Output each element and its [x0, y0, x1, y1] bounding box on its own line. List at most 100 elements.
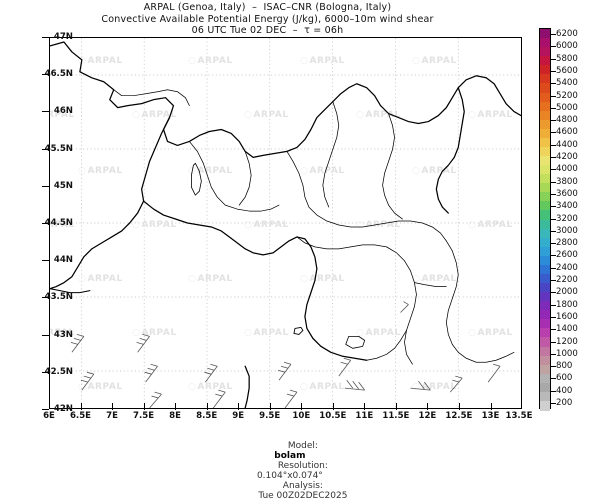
title-parameter: Convective Available Potential Energy (J… — [101, 13, 434, 25]
colorbar-tick-label: 1200 — [556, 336, 578, 347]
watermark: ARPAL — [356, 110, 401, 120]
colorbar-tick-mark — [551, 193, 556, 195]
watermark: ARPAL — [188, 166, 233, 176]
colorbar-tick-mark — [551, 353, 556, 355]
analysis-label: Analysis: — [282, 481, 323, 491]
colorbar-tick-label: 2400 — [556, 262, 578, 273]
colorbar-segment — [540, 273, 550, 284]
colorbar-segment — [540, 301, 550, 311]
colorbar[interactable] — [539, 28, 551, 411]
colorbar-segment — [540, 219, 550, 230]
wind-barb — [284, 389, 298, 408]
x-tick-label: 9.5E — [259, 411, 281, 421]
x-tick-label: 7E — [106, 411, 119, 421]
colorbar-segment — [540, 382, 550, 393]
colorbar-segment — [540, 400, 550, 411]
colorbar-segment — [540, 174, 550, 184]
colorbar-tick-mark — [551, 144, 556, 146]
watermark: ARPAL — [78, 382, 123, 392]
watermark: ARPAL — [78, 274, 123, 284]
y-tick-label: 46.5N — [44, 69, 73, 80]
wind-barb — [449, 375, 463, 393]
watermark: ARPAL — [78, 56, 123, 66]
colorbar-segment — [540, 228, 550, 239]
wind-barb — [410, 380, 431, 391]
wind-barb — [400, 301, 409, 313]
wind-barb — [212, 389, 226, 408]
colorbar-tick-label: 6200 — [556, 29, 578, 39]
colorbar-tick-mark — [551, 70, 556, 72]
colorbar-segment — [540, 47, 550, 57]
colorbar-segment — [540, 346, 550, 357]
colorbar-tick-mark — [551, 329, 556, 331]
colorbar-segment — [540, 110, 550, 121]
y-tick-label: 45N — [53, 180, 73, 191]
x-tick-label: 13E — [481, 411, 500, 421]
colorbar-tick-label: 1800 — [556, 299, 578, 310]
colorbar-segment — [540, 192, 550, 202]
model-label: Model: — [287, 441, 318, 451]
colorbar-tick-label: 4200 — [556, 152, 578, 162]
title-validtime: 06 UTC Tue 02 DEC – τ = 06h — [191, 25, 344, 36]
colorbar-tick-mark — [551, 390, 556, 392]
colorbar-tick-mark — [551, 132, 556, 134]
colorbar-tick-mark — [551, 157, 556, 158]
colorbar-tick-label: 600 — [556, 373, 573, 384]
colorbar-tick-mark — [551, 46, 556, 48]
colorbar-segment — [540, 137, 550, 148]
colorbar-tick-label: 5400 — [556, 78, 578, 89]
watermark: ARPAL — [412, 56, 457, 66]
watermark: ARPAL — [468, 220, 513, 230]
colorbar-segment — [540, 364, 550, 375]
colorbar-tick-mark — [551, 34, 556, 35]
x-tick-label: 11.5E — [382, 411, 410, 421]
y-tick-label: 45.5N — [44, 143, 73, 154]
colorbar-segment — [540, 201, 550, 211]
colorbar-tick-label: 6000 — [556, 41, 578, 52]
map-plot-area[interactable]: ARPAL ARPAL ARPAL ARPAL ARPAL ARPAL ARPA… — [49, 37, 522, 409]
colorbar-segment — [540, 246, 550, 257]
x-tick-label: 10.5E — [319, 411, 347, 421]
wind-barb — [80, 371, 95, 391]
colorbar-tick-mark — [551, 378, 556, 380]
watermark: ARPAL — [412, 382, 457, 392]
colorbar-segment — [540, 237, 550, 248]
watermark: ARPAL — [300, 166, 345, 176]
colorbar-tick-label: 800 — [556, 361, 573, 372]
colorbar-segment — [540, 292, 550, 302]
resolution-label: Resolution: — [277, 461, 328, 471]
x-tick-label: 8.5E — [196, 411, 218, 421]
colorbar-segment — [540, 319, 550, 329]
colorbar-segment — [540, 83, 550, 94]
colorbar-tick-mark — [551, 292, 556, 294]
watermark: ARPAL — [78, 166, 123, 176]
colorbar-segment — [540, 156, 550, 166]
colorbar-tick-mark — [551, 218, 556, 220]
wind-barb — [144, 363, 158, 383]
colorbar-segment — [540, 101, 550, 112]
figure-title-block: ARPAL (Genoa, Italy) – ISAC–CNR (Bologna… — [0, 2, 535, 37]
x-tick-label: 11E — [355, 411, 374, 421]
colorbar-segment — [540, 337, 550, 348]
colorbar-segment — [540, 255, 550, 266]
resolution-value: 0.104°x0.074° — [256, 471, 323, 481]
colorbar-segment — [540, 165, 550, 175]
colorbar-tick-label: 5600 — [556, 65, 578, 76]
watermark: ARPAL — [300, 56, 345, 66]
colorbar-tick-label: 2800 — [556, 238, 578, 249]
colorbar-tick-label: 5000 — [556, 102, 578, 113]
wind-barb — [344, 379, 365, 391]
wind-shear-barbs — [70, 301, 501, 408]
wind-barb — [70, 334, 85, 353]
colorbar-tick-label: 4400 — [556, 139, 578, 150]
colorbar-tick-label: 5800 — [556, 53, 578, 64]
colorbar-tick-label: 200 — [556, 398, 573, 408]
watermark: ARPAL — [132, 110, 177, 120]
x-tick-label: 6.5E — [69, 411, 92, 421]
x-tick-label: 7.5E — [133, 411, 155, 421]
wind-barb — [338, 357, 352, 377]
colorbar-tick-label: 3200 — [556, 213, 578, 224]
colorbar-tick-mark — [551, 58, 556, 60]
colorbar-tick-label: 400 — [556, 385, 573, 396]
colorbar-segment — [540, 391, 550, 402]
